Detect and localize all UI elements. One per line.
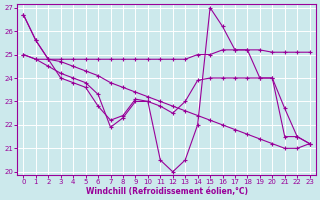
X-axis label: Windchill (Refroidissement éolien,°C): Windchill (Refroidissement éolien,°C)	[85, 187, 248, 196]
